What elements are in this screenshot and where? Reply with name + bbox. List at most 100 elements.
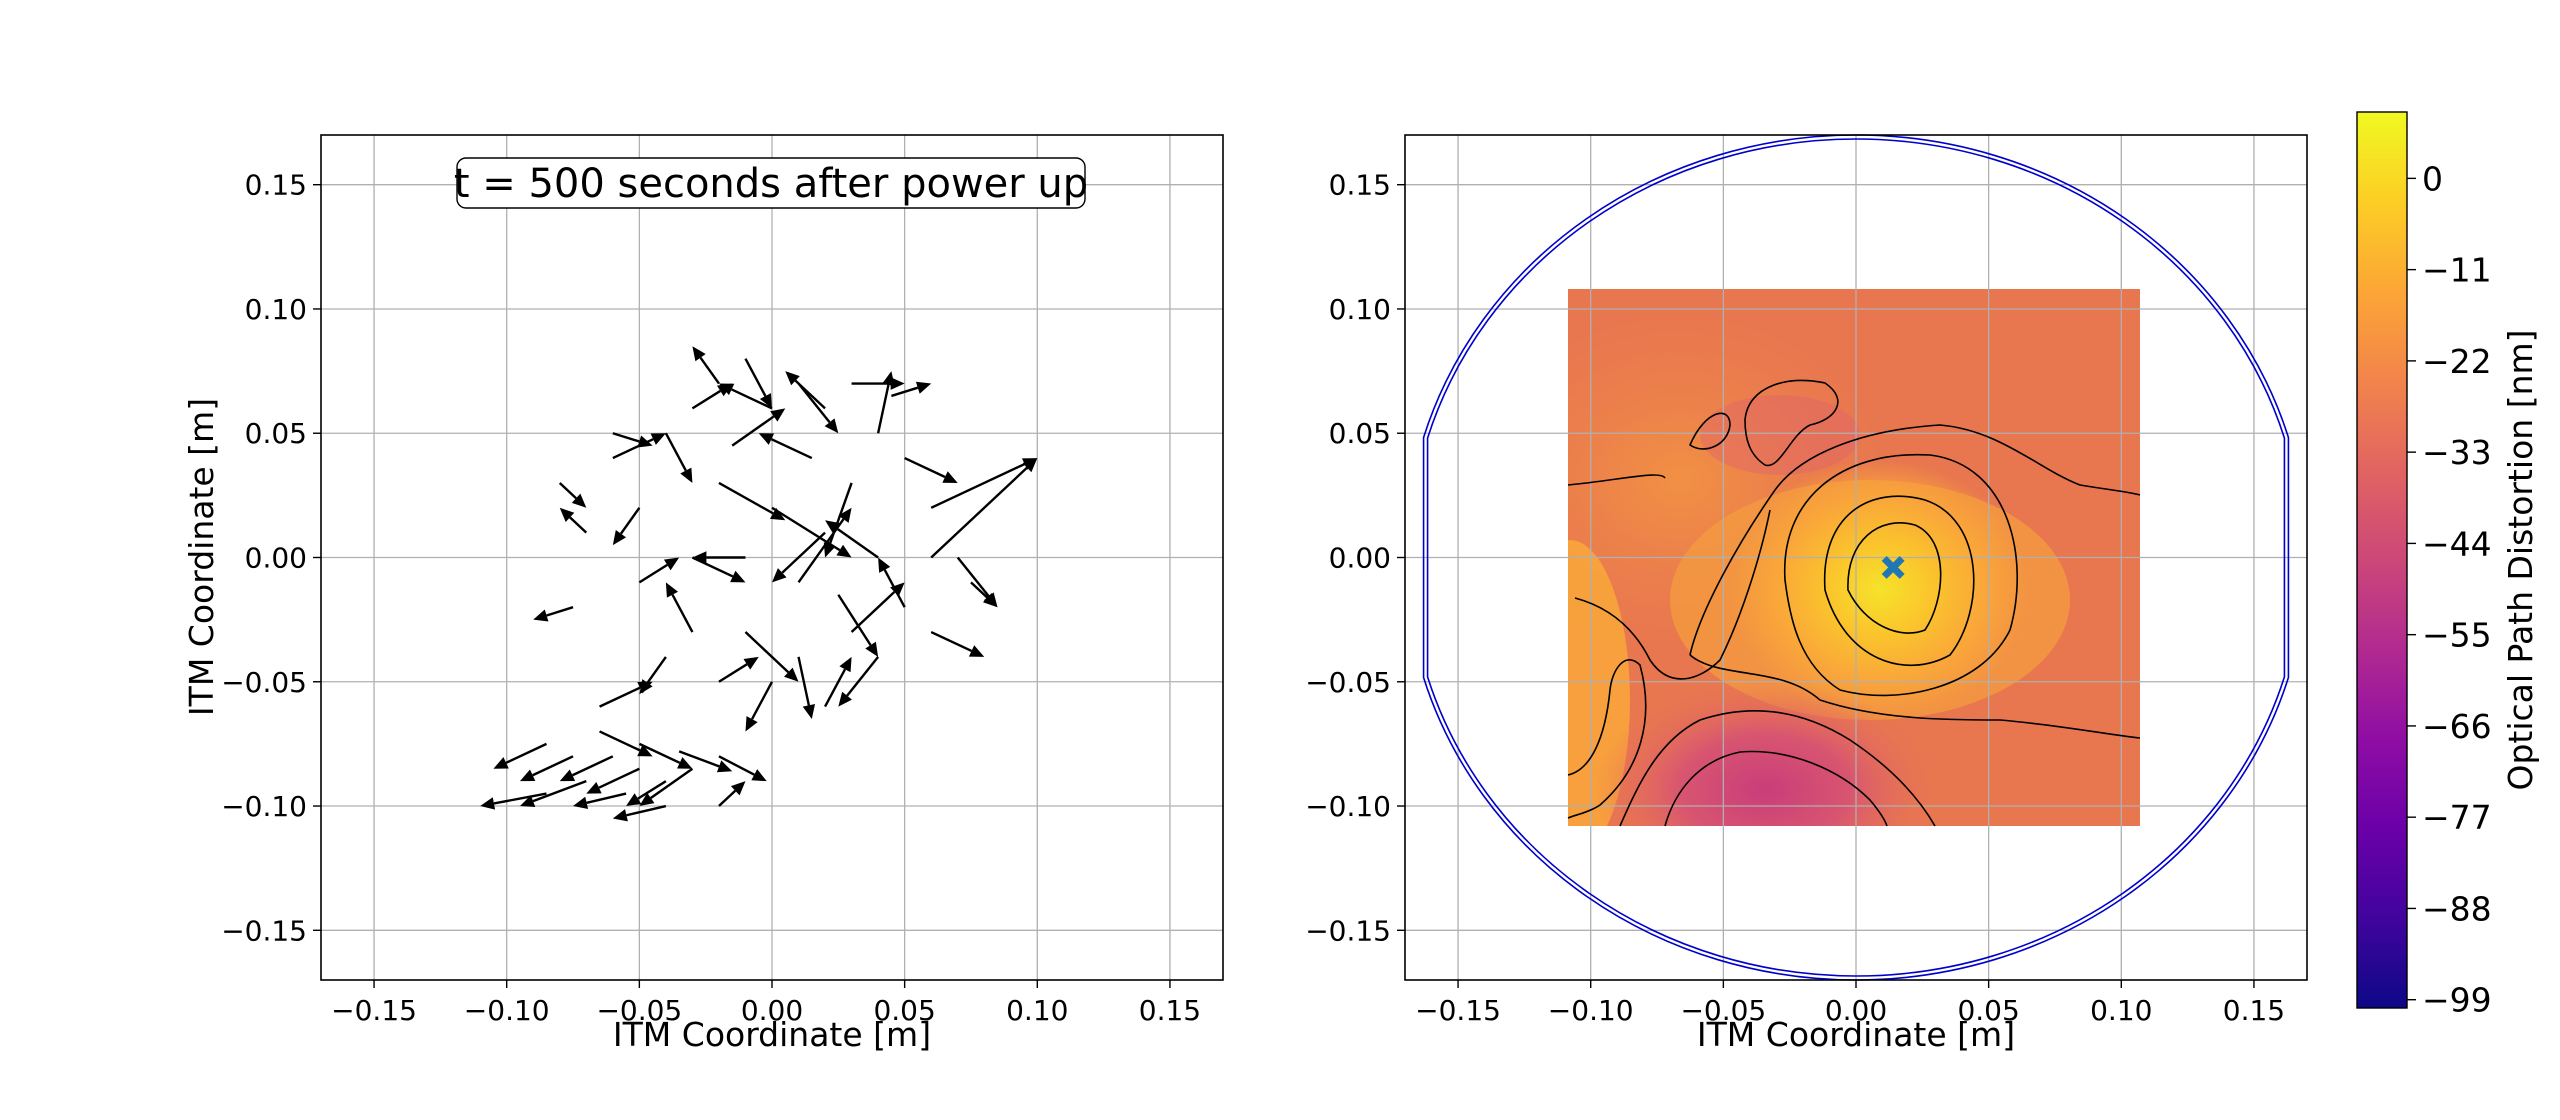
contour-level-2 (1823, 495, 1975, 667)
quiver-arrow (797, 382, 839, 434)
quiver-arrow (838, 656, 880, 707)
quiver-x-tick-label: −0.05 (596, 994, 682, 1027)
quiver-y-tick-label: 0.05 (245, 417, 307, 450)
quiver-plot: −0.15 −0.10 −0.05 0.00 0.05 0.10 0.15 −0.15−0.… (182, 134, 1224, 1054)
heatmap-x-axis-label: ITM Coordinate [m] (1697, 1015, 2015, 1054)
quiver-arrow (718, 755, 767, 782)
marker-x-shape (1881, 555, 1905, 579)
distortion-heatmap-plot: −0.15 −0.10 −0.05 0.00 0.05 0.10 0.15 −0.15 −0.… (1305, 134, 2308, 1054)
quiver-y-ticks: −0.15 −0.10 −0.05 0.00 0.05 0.10 0.15 (221, 169, 321, 947)
quiver-arrow (612, 804, 667, 822)
quiver-arrow (664, 432, 693, 483)
heatmap-x-tick-label: −0.15 (1415, 994, 1501, 1027)
quiver-arrow (586, 767, 640, 794)
quiver-arrow (772, 531, 826, 583)
quiver-arrow (718, 781, 746, 807)
quiver-arrows (480, 346, 1038, 822)
colorbar-tick-label: −44 (2422, 524, 2492, 563)
quiver-arrow (691, 556, 746, 583)
heatmap-y-tick-label: −0.15 (1305, 914, 1391, 947)
annotation-box (456, 157, 1086, 209)
quiver-x-axis-label: ITM Coordinate [m] (613, 1015, 931, 1054)
quiver-arrow (558, 482, 587, 508)
quiver-x-tick-label: −0.10 (464, 994, 550, 1027)
heatmap-x-tick-label: −0.05 (1680, 994, 1766, 1027)
quiver-arrow (891, 381, 932, 398)
contour-level-8 (1664, 750, 1888, 827)
contour-level-1 (1847, 522, 1942, 634)
heatmap-x-tick-label: −0.10 (1548, 994, 1634, 1027)
quiver-arrow (758, 433, 813, 460)
quiver-arrow (731, 408, 786, 447)
quiver-arrow (692, 551, 746, 564)
heatmap-y-tick-label: −0.05 (1305, 666, 1391, 699)
quiver-y-tick-label: 0.10 (245, 293, 307, 326)
quiver-arrow (837, 594, 879, 657)
quiver-arrow (665, 582, 694, 633)
quiver-arrow (493, 742, 548, 769)
colorbar-tick-label: −11 (2422, 251, 2492, 290)
quiver-x-tick-label: 0.15 (1139, 994, 1201, 1027)
quiver-arrow (851, 377, 905, 390)
colorbar-ticks: 0 −11 −22 −33 −44 −55 −66 −77 −88 −99 (2407, 159, 2492, 1020)
contour-level-3 (1784, 453, 2018, 697)
quiver-arrow (638, 557, 680, 584)
heatmap-x-tick-label: 0.05 (1957, 994, 2019, 1027)
quiver-arrow (970, 581, 998, 608)
colorbar-tick-label: −55 (2422, 616, 2492, 655)
quiver-arrow (519, 755, 574, 782)
quiver-arrow (559, 755, 614, 782)
quiver-y-axis-label: ITM Coordinate [m] (182, 398, 221, 716)
quiver-arrow (771, 506, 852, 558)
quiver-x-tick-label: −0.15 (331, 994, 417, 1027)
quiver-arrow (825, 520, 879, 559)
quiver-arrow (612, 507, 641, 546)
quiver-x-ticks: −0.15 −0.10 −0.05 0.00 0.05 0.10 0.15 (331, 980, 1201, 1027)
quiver-arrow (930, 458, 1038, 559)
quiver-arrow (599, 681, 653, 708)
quiver-arrow (692, 346, 720, 385)
contour-level-6 (1567, 659, 1647, 819)
quiver-arrow (480, 792, 547, 810)
colorbar-tick-label: −88 (2422, 889, 2492, 928)
quiver-x-tick-label: 0.00 (741, 994, 803, 1027)
quiver-arrow (599, 730, 653, 757)
quiver-x-tick-label: 0.05 (873, 994, 935, 1027)
quiver-x-tick-label: 0.10 (1006, 994, 1068, 1027)
aperture-outline (1422, 134, 2290, 981)
heatmap-y-tick-label: 0.00 (1329, 542, 1391, 575)
annotation-text: t = 500 seconds after power up (454, 161, 1088, 207)
heatmap-grid (1405, 135, 2307, 980)
quiver-arrow (876, 371, 895, 434)
contour-level-5 (1567, 474, 1771, 680)
quiver-y-tick-label: −0.15 (221, 914, 307, 947)
heatmap-image (1568, 289, 2140, 826)
colorbar-tick-label: −66 (2422, 707, 2492, 746)
quiver-arrow (718, 383, 773, 410)
quiver-arrow (639, 767, 694, 807)
heatmap-y-tick-label: 0.05 (1329, 417, 1391, 450)
quiver-arrow (559, 507, 588, 534)
colorbar-tick-label: −77 (2422, 798, 2492, 837)
aperture-ring (1422, 134, 2290, 981)
quiver-arrow (533, 606, 574, 622)
colorbar-gradient (2356, 111, 2408, 1009)
quiver-arrow (519, 780, 587, 808)
quiver-y-tick-label: 0.00 (245, 542, 307, 575)
colorbar-tick-label: −22 (2422, 342, 2492, 381)
heatmap-x-ticks: −0.15 −0.10 −0.05 0.00 0.05 0.10 0.15 (1415, 980, 2285, 1027)
heatmap-contours (1567, 379, 2141, 827)
heatmap-y-tick-label: 0.10 (1329, 293, 1391, 326)
quiver-arrow (930, 458, 1038, 509)
quiver-y-tick-label: −0.05 (221, 666, 307, 699)
quiver-arrow (718, 481, 786, 521)
quiver-y-tick-label: −0.10 (221, 790, 307, 823)
quiver-arrow (718, 656, 759, 683)
colorbar-tick-label: 0 (2422, 159, 2443, 198)
heatmap-y-tick-label: 0.15 (1329, 169, 1391, 202)
contour-level-7 (1619, 709, 1936, 827)
aperture-ring (1426, 138, 2286, 977)
colorbar-label: Optical Path Distortion [nm] (2501, 329, 2540, 790)
quiver-arrow (785, 371, 826, 410)
